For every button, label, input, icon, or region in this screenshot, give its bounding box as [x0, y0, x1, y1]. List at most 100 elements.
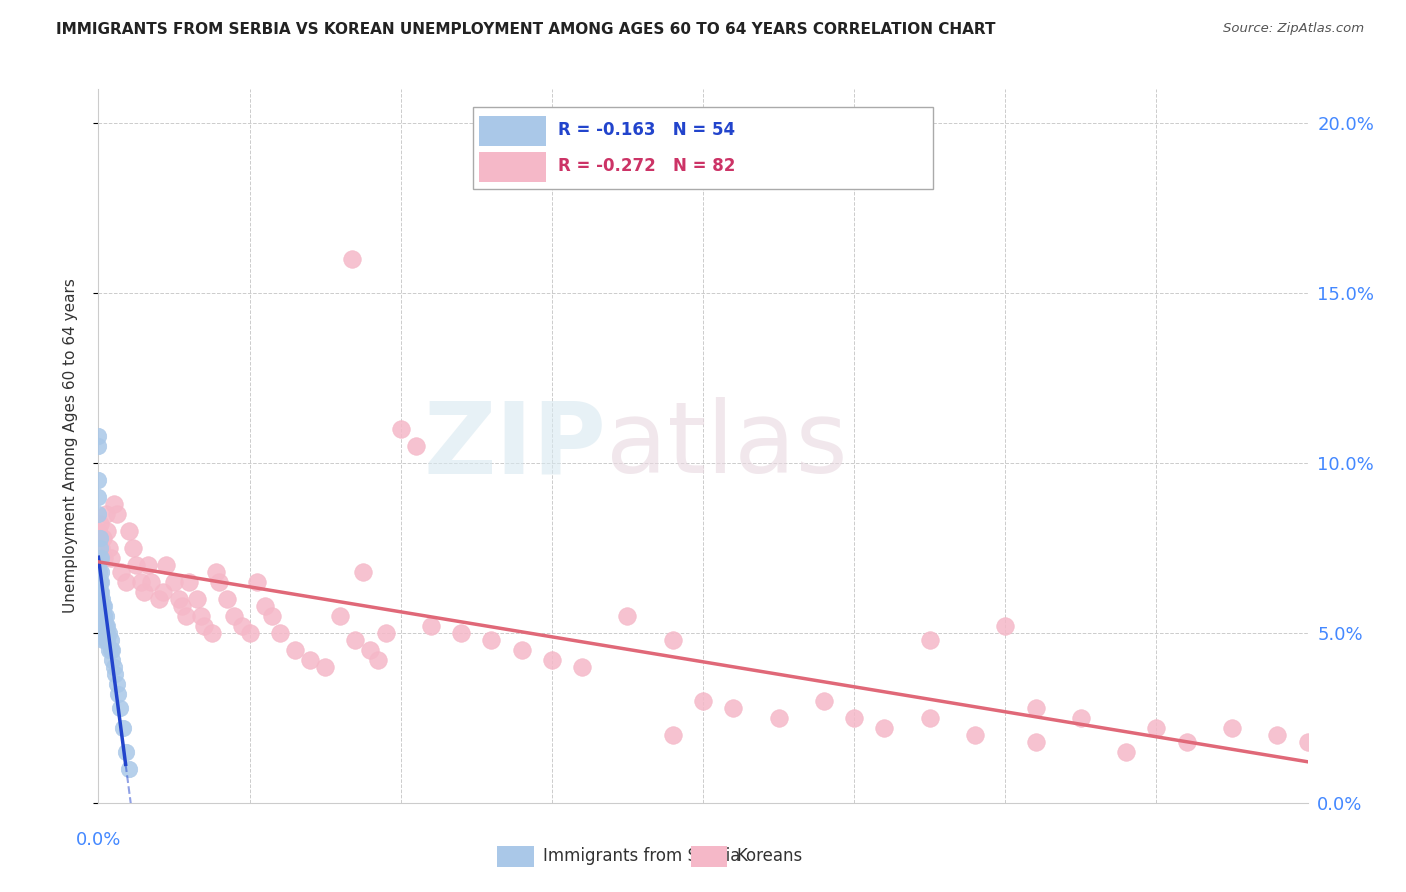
Point: [1115, 745, 1137, 759]
Point: [450, 626, 472, 640]
Point: [284, 643, 307, 657]
Point: [101, 653, 124, 667]
Point: [118, 524, 141, 538]
Point: [481, 632, 503, 647]
Point: [107, 687, 129, 701]
Point: [93, 626, 115, 640]
FancyBboxPatch shape: [690, 846, 727, 867]
Point: [1024, 700, 1046, 714]
Point: [129, 574, 152, 589]
Point: [100, 551, 122, 566]
Point: [93, 608, 115, 623]
Point: [571, 660, 593, 674]
Point: [89, 565, 111, 579]
Point: [360, 643, 382, 657]
Text: Koreans: Koreans: [737, 847, 803, 865]
Point: [540, 653, 562, 667]
Point: [215, 591, 238, 606]
Point: [91, 608, 114, 623]
Point: [155, 558, 177, 572]
Point: [201, 626, 224, 640]
Point: [367, 653, 389, 667]
Point: [179, 574, 201, 589]
Point: [723, 700, 745, 714]
Point: [103, 497, 125, 511]
Point: [89, 574, 111, 589]
Point: [87, 473, 110, 487]
Point: [93, 619, 115, 633]
Point: [174, 608, 197, 623]
Point: [114, 574, 136, 589]
Point: [89, 517, 111, 532]
Point: [405, 439, 427, 453]
Point: [96, 632, 118, 647]
Point: [94, 619, 117, 633]
Point: [87, 439, 110, 453]
FancyBboxPatch shape: [479, 152, 546, 182]
Point: [844, 711, 866, 725]
Point: [224, 608, 246, 623]
Point: [111, 721, 134, 735]
Point: [87, 524, 110, 538]
Point: [193, 619, 215, 633]
Point: [96, 626, 118, 640]
Point: [90, 565, 112, 579]
Y-axis label: Unemployment Among Ages 60 to 64 years: Unemployment Among Ages 60 to 64 years: [63, 278, 77, 614]
Point: [1175, 734, 1198, 748]
Point: [136, 558, 159, 572]
Text: R = -0.163   N = 54: R = -0.163 N = 54: [558, 121, 735, 139]
Point: [91, 619, 114, 633]
Point: [103, 660, 125, 674]
Point: [190, 608, 212, 623]
Point: [510, 643, 533, 657]
Point: [105, 507, 128, 521]
Point: [208, 574, 231, 589]
Text: 0.0%: 0.0%: [76, 831, 121, 849]
Point: [253, 599, 276, 613]
Point: [1220, 721, 1243, 735]
Point: [90, 551, 112, 566]
Point: [91, 531, 114, 545]
Point: [125, 558, 148, 572]
Point: [91, 599, 114, 613]
Point: [90, 599, 112, 613]
Point: [90, 619, 112, 633]
Point: [1024, 734, 1046, 748]
Point: [91, 632, 114, 647]
Point: [98, 541, 121, 555]
Point: [101, 643, 124, 657]
Point: [299, 653, 322, 667]
Point: [314, 660, 336, 674]
Point: [110, 565, 132, 579]
Point: [105, 677, 128, 691]
Text: Immigrants from Serbia: Immigrants from Serbia: [543, 847, 741, 865]
Point: [163, 574, 186, 589]
Point: [918, 632, 941, 647]
Point: [114, 745, 136, 759]
Point: [122, 541, 145, 555]
Point: [87, 490, 110, 504]
Point: [148, 591, 170, 606]
Point: [91, 626, 114, 640]
Point: [96, 619, 118, 633]
Point: [91, 608, 114, 623]
Point: [1144, 721, 1167, 735]
Point: [94, 608, 117, 623]
Point: [93, 551, 115, 566]
Point: [873, 721, 896, 735]
Point: [87, 507, 110, 521]
Point: [692, 694, 714, 708]
Text: atlas: atlas: [606, 398, 848, 494]
Point: [90, 608, 112, 623]
Point: [768, 711, 790, 725]
Point: [89, 551, 111, 566]
Point: [152, 585, 174, 599]
Point: [661, 632, 683, 647]
Point: [89, 585, 111, 599]
Point: [352, 565, 374, 579]
Point: [994, 619, 1017, 633]
Point: [918, 711, 941, 725]
Point: [100, 643, 122, 657]
Point: [90, 541, 112, 555]
FancyBboxPatch shape: [498, 846, 534, 867]
